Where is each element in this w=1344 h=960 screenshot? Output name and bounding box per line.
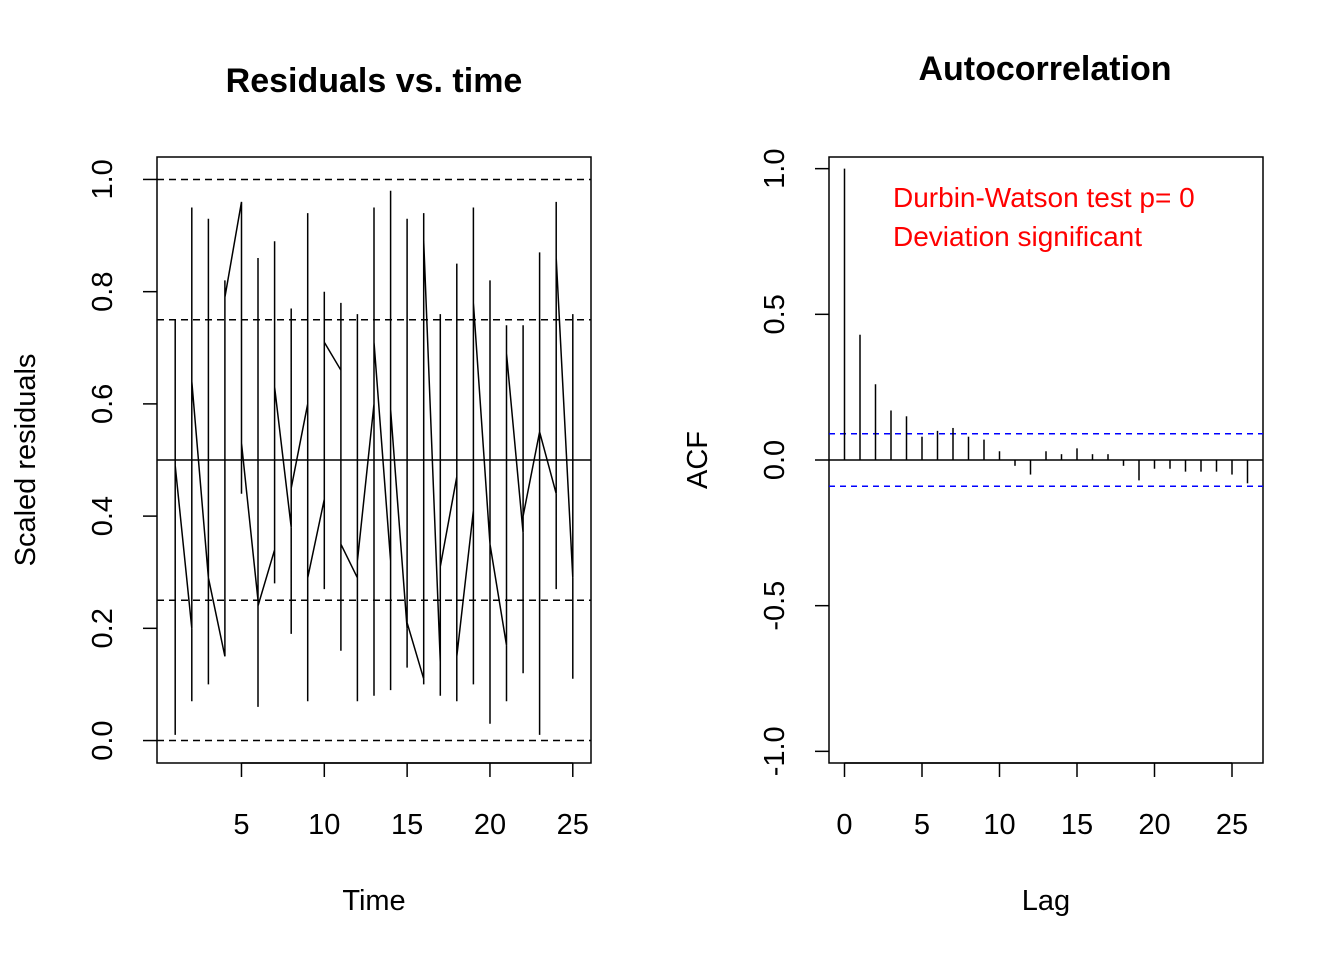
x-tick-label: 20 [1138, 809, 1170, 841]
x-tick-label: 10 [983, 809, 1015, 841]
x-tick-label: 15 [1061, 809, 1093, 841]
x-tick-label: 0 [836, 809, 852, 841]
x-tick-label: 5 [233, 809, 249, 841]
y-tick-label: 0.6 [87, 384, 119, 424]
acf-x-label: Lag [1022, 885, 1070, 917]
x-tick-label: 25 [1216, 809, 1248, 841]
residuals-line [174, 190, 574, 735]
residuals-y-label: Scaled residuals [10, 354, 42, 567]
x-tick-label: 10 [308, 809, 340, 841]
residuals-x-axis: 5 10 15 20 25 [233, 762, 589, 841]
y-tick-label: -0.5 [759, 581, 791, 631]
y-tick-label: 0.4 [87, 496, 119, 536]
x-tick-label: 5 [914, 809, 930, 841]
acf-x-axis: 0 5 10 15 20 25 [836, 762, 1248, 841]
acf-y-axis: -1.0 -0.5 0.0 0.5 1.0 [759, 149, 829, 776]
acf-annotation-result: Deviation significant [893, 221, 1142, 252]
y-tick-label: 1.0 [87, 159, 119, 199]
residuals-title: Residuals vs. time [226, 62, 523, 100]
acf-annotation-test: Durbin-Watson test p= 0 [893, 182, 1195, 213]
y-tick-label: 1.0 [759, 149, 791, 189]
y-tick-label: 0.8 [87, 272, 119, 312]
y-tick-label: 0.5 [759, 294, 791, 334]
acf-panel: Autocorrelation 0 5 10 15 20 25 -1.0 -0.5 0.0 0.… [682, 50, 1264, 917]
acf-y-label: ACF [682, 431, 714, 489]
residuals-panel: Residuals vs. time 5 10 15 20 25 0.00.20.40.… [10, 62, 592, 917]
x-tick-label: 20 [474, 809, 506, 841]
residuals-y-axis: 0.0 0.2 0.4 0.6 0.8 1.0 [87, 159, 157, 761]
acf-bars [829, 168, 1263, 484]
x-tick-label: 15 [391, 809, 423, 841]
y-tick-label: 0.0 [759, 440, 791, 480]
y-tick-label: -1.0 [759, 726, 791, 776]
residuals-series [174, 190, 574, 735]
x-tick-label: 25 [557, 809, 589, 841]
acf-title: Autocorrelation [918, 50, 1171, 88]
y-tick-label: 0.2 [87, 608, 119, 648]
y-tick-label: 0.0 [87, 720, 119, 760]
residuals-x-label: Time [342, 885, 405, 917]
